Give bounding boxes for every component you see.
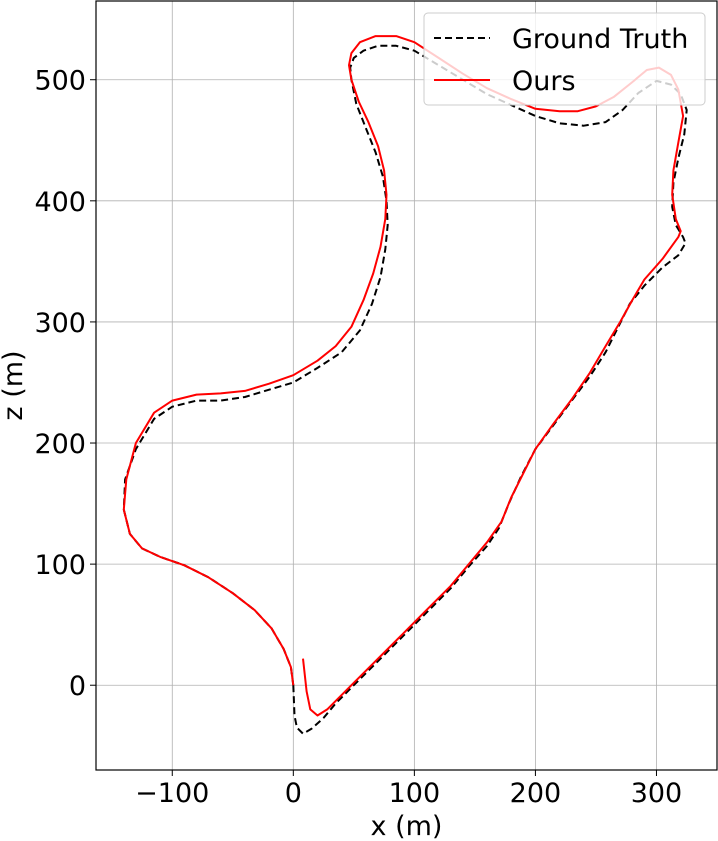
x-tick-label: 200 bbox=[510, 778, 562, 809]
x-tick-label: 0 bbox=[285, 778, 302, 809]
x-axis-label: x (m) bbox=[371, 811, 443, 841]
plot-frame bbox=[95, 0, 718, 771]
y-tick-label: 500 bbox=[34, 66, 86, 97]
x-tick-label: −100 bbox=[135, 778, 209, 809]
y-tick-label: 200 bbox=[34, 429, 86, 460]
y-tick-label: 300 bbox=[34, 308, 86, 339]
x-tick-label: 300 bbox=[631, 778, 683, 809]
legend-label-ours: Ours bbox=[512, 66, 576, 97]
y-tick-label: 0 bbox=[69, 671, 86, 702]
axis-ticks: −100 0 100 200 300 0 100 200 300 400 500 bbox=[34, 66, 682, 809]
legend-label-ground-truth: Ground Truth bbox=[512, 24, 688, 55]
legend: Ground Truth Ours bbox=[423, 12, 706, 106]
x-tick-label: 100 bbox=[389, 778, 441, 809]
y-axis-label: z (m) bbox=[0, 350, 29, 420]
series-line-ground-truth bbox=[122, 44, 688, 735]
y-tick-label: 400 bbox=[34, 187, 86, 218]
grid bbox=[96, 1, 717, 770]
legend-box bbox=[423, 12, 706, 106]
y-tick-label: 100 bbox=[34, 550, 86, 581]
